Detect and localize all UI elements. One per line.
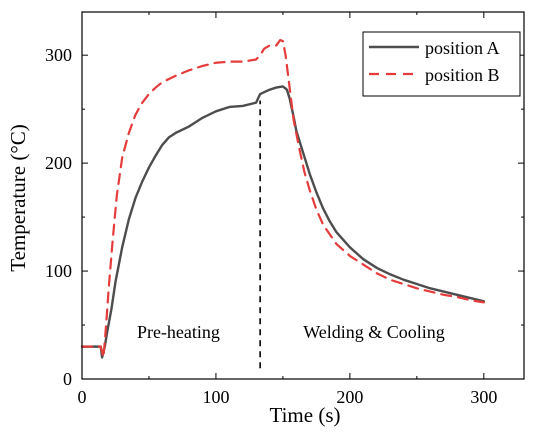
y-tick-label: 300 xyxy=(45,45,72,65)
annotation-welding-cooling: Welding & Cooling xyxy=(303,322,445,342)
y-axis-label: Temperature (°C) xyxy=(6,124,30,271)
label-layer: 0 100 200 300 0 100 200 300 Pre-heating Welding &… xyxy=(45,45,497,407)
y-tick-label: 100 xyxy=(45,261,72,281)
legend-box xyxy=(362,31,521,97)
legend-label-position-a: position A xyxy=(425,38,500,58)
x-tick-label: 0 xyxy=(78,387,87,407)
plot-frame xyxy=(81,11,525,380)
x-tick-label: 200 xyxy=(336,387,363,407)
y-tick-label: 0 xyxy=(63,369,72,389)
axis-layer xyxy=(81,11,525,380)
y-tick-label: 200 xyxy=(45,153,72,173)
series-position-a xyxy=(80,85,486,359)
x-tick-label: 300 xyxy=(470,387,497,407)
legend-label-position-b: position B xyxy=(425,65,500,85)
x-axis-label: Time (s) xyxy=(270,403,341,427)
annotation-preheating: Pre-heating xyxy=(137,322,220,342)
plot-layer xyxy=(80,38,486,369)
x-tick-label: 100 xyxy=(202,387,229,407)
series-position-b xyxy=(80,38,485,359)
